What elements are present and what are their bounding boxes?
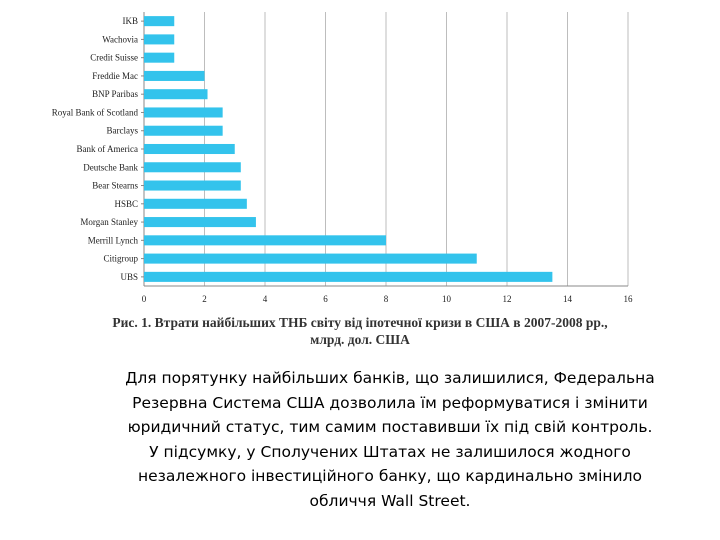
x-tick-label: 12 <box>503 294 512 304</box>
category-label: IKB <box>123 16 139 26</box>
caption-line-2: млрд. дол. США <box>310 332 410 347</box>
x-tick-label: 10 <box>442 294 452 304</box>
paragraph-line: Резервна Система США дозволила їм реформ… <box>132 393 648 412</box>
bank-losses-chart: IKB Wachovia Credit Suisse Freddie Mac BNP P… <box>52 12 633 304</box>
bar-royal-bank-of-scotland <box>144 107 223 118</box>
bar-bnp-paribas <box>144 89 208 100</box>
x-tick-label: 8 <box>384 294 389 304</box>
paragraph-line: У підсумку, у Сполучених Штатах не залиш… <box>149 442 631 461</box>
category-labels: IKB Wachovia Credit Suisse Freddie Mac BNP P… <box>52 16 139 282</box>
category-label: HSBC <box>114 199 138 209</box>
x-tick-label: 0 <box>142 294 147 304</box>
paragraph-line: незалежного інвестиційного банку, що кар… <box>138 467 642 485</box>
bar-hsbc <box>144 198 247 209</box>
bar-ubs <box>144 271 553 282</box>
category-label: Barclays <box>107 126 139 136</box>
bar-wachovia <box>144 34 175 45</box>
x-tick-label: 2 <box>202 294 207 304</box>
paragraph-line: обличчя Wall Street. <box>309 491 471 510</box>
bar-bear-stearns <box>144 180 241 191</box>
body-paragraph: Для порятунку найбільших банків, що зали… <box>70 366 710 513</box>
category-label: Freddie Mac <box>92 71 138 81</box>
paragraph-line: Для порятунку найбільших банків, що зали… <box>125 369 655 387</box>
category-label: Merrill Lynch <box>88 235 139 245</box>
category-label: Credit Suisse <box>90 53 138 63</box>
x-tick-label: 14 <box>563 294 573 304</box>
bar-credit-suisse <box>144 52 175 63</box>
chart-bars <box>144 16 553 282</box>
category-label: Wachovia <box>102 34 138 44</box>
category-label: BNP Paribas <box>92 89 138 99</box>
category-label: Citigroup <box>103 254 138 264</box>
bar-citigroup <box>144 253 477 264</box>
bar-merrill-lynch <box>144 235 386 246</box>
category-label: Deutsche Bank <box>83 162 138 172</box>
category-label: Bank of America <box>77 144 138 154</box>
chart-grid <box>141 12 629 287</box>
bar-morgan-stanley <box>144 217 256 228</box>
bar-bank-of-america <box>144 143 235 155</box>
x-tick-labels: 0 2 4 6 8 10 12 14 16 <box>142 294 633 304</box>
bar-barclays <box>144 125 223 136</box>
category-label: UBS <box>120 272 138 282</box>
figure-caption: Рис. 1. Втрати найбільших ТНБ світу від … <box>40 314 680 348</box>
bar-deutsche-bank <box>144 162 241 173</box>
bar-ikb <box>144 16 175 27</box>
paragraph-line: юридичний статус, тим самим поставивши ї… <box>127 418 653 436</box>
x-tick-label: 4 <box>263 294 268 304</box>
x-tick-label: 16 <box>624 294 634 304</box>
category-label: Royal Bank of Scotland <box>52 107 139 117</box>
x-tick-label: 6 <box>323 294 328 304</box>
category-label: Bear Stearns <box>92 181 138 191</box>
bar-freddie-mac <box>144 70 205 81</box>
caption-line-1: Рис. 1. Втрати найбільших ТНБ світу від … <box>112 315 608 330</box>
category-label: Morgan Stanley <box>80 217 138 227</box>
